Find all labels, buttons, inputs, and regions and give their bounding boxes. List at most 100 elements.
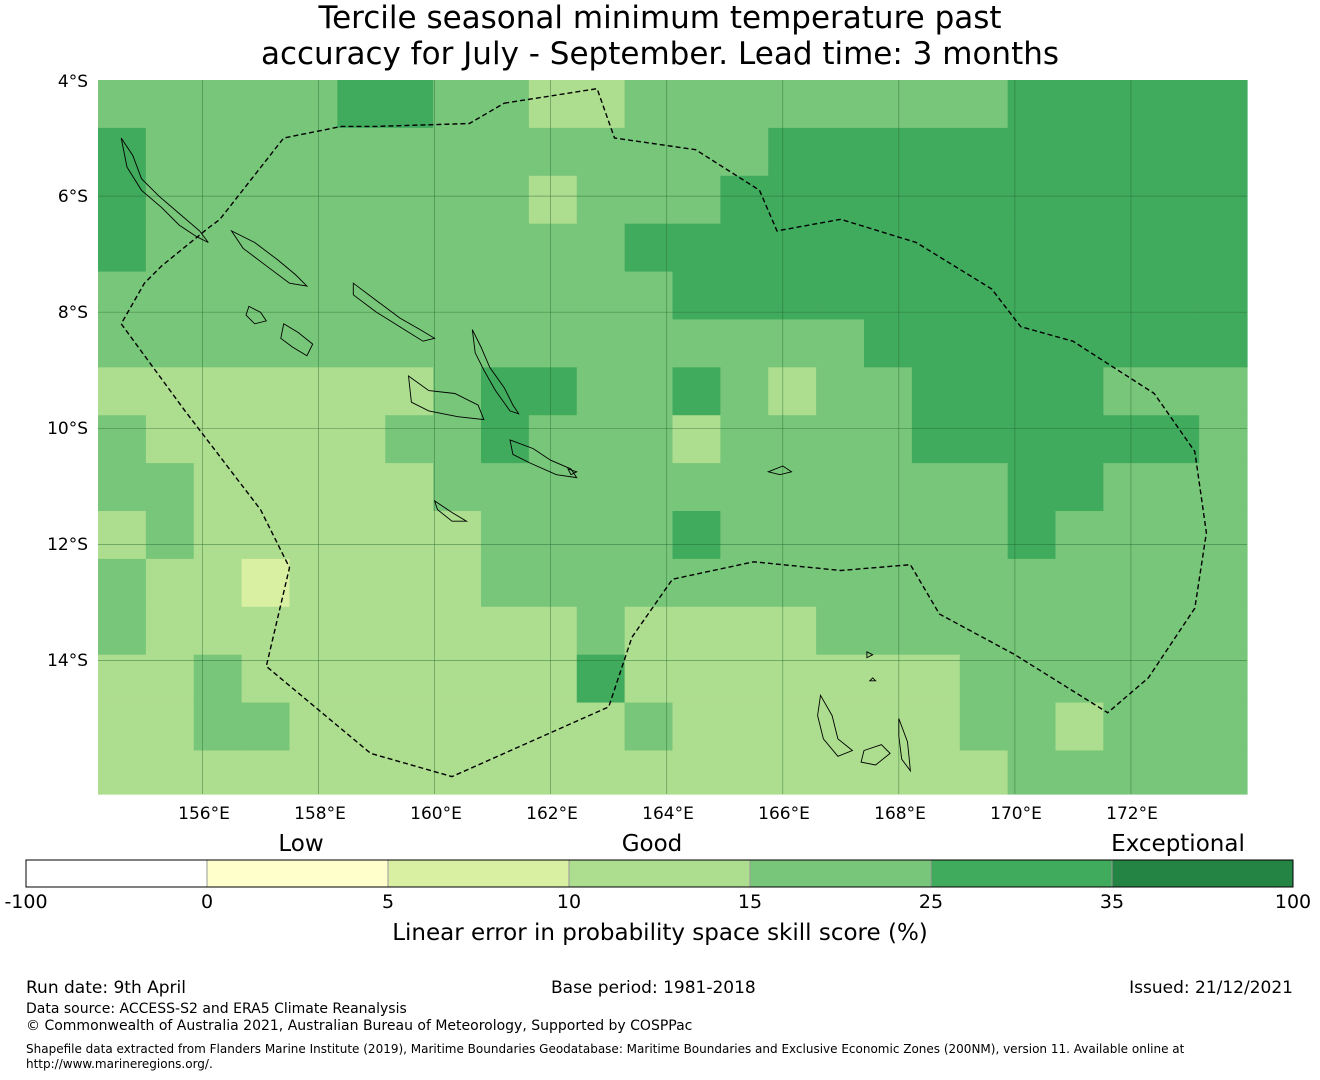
skill-cell xyxy=(959,511,1009,560)
skill-cell xyxy=(337,415,386,464)
skill-cell xyxy=(1151,558,1200,608)
skill-cell xyxy=(481,702,530,752)
colorbar-tick: 100 xyxy=(1275,891,1311,913)
category-label-exceptional: Exceptional xyxy=(1111,831,1245,857)
skill-cell xyxy=(337,606,386,656)
lat-label: 10°S xyxy=(47,419,88,439)
skill-cell xyxy=(98,511,147,560)
skill-cell xyxy=(433,127,482,177)
skill-cell xyxy=(481,127,530,177)
skill-cell xyxy=(1103,654,1152,704)
latitude-labels: 4°S 6°S 8°S 10°S 12°S 14°S xyxy=(47,72,88,671)
skill-cell xyxy=(864,367,913,416)
colorbar-swatch xyxy=(749,859,932,888)
skill-cell xyxy=(768,415,817,464)
skill-cell xyxy=(576,702,626,752)
skill-cell xyxy=(768,319,817,368)
skill-cell xyxy=(289,463,338,512)
skill-cell xyxy=(337,223,386,273)
skill-cell xyxy=(98,80,147,129)
skill-cell xyxy=(241,367,291,416)
skill-cell xyxy=(720,367,769,416)
skill-cell xyxy=(624,750,674,795)
skill-cell xyxy=(481,463,530,512)
skill-cell xyxy=(1055,223,1104,273)
colorbar-swatch xyxy=(1111,859,1294,888)
skill-cell xyxy=(720,223,769,273)
skill-cell xyxy=(816,558,865,608)
skill-cell xyxy=(576,606,626,656)
skill-cell xyxy=(1055,702,1104,752)
skill-cell xyxy=(1103,606,1152,656)
skill-cell xyxy=(624,654,674,704)
skill-cell xyxy=(337,80,386,129)
skill-cell xyxy=(624,415,674,464)
skill-cell xyxy=(864,319,913,368)
skill-cell xyxy=(1151,223,1200,273)
eez-boundary xyxy=(120,87,1208,778)
skill-cell xyxy=(289,80,338,129)
skill-cell xyxy=(816,702,865,752)
island-outline xyxy=(230,229,309,287)
skill-cell xyxy=(337,654,386,704)
skill-cell xyxy=(959,367,1009,416)
lon-label: 158°E xyxy=(294,804,346,824)
skill-cell xyxy=(385,223,434,273)
skill-cell xyxy=(241,80,291,129)
island-outline xyxy=(567,468,578,476)
lon-label: 164°E xyxy=(642,804,694,824)
skill-cell xyxy=(1055,80,1104,129)
skill-cell xyxy=(385,319,434,368)
skill-cell xyxy=(98,127,147,177)
skill-cell xyxy=(289,558,338,608)
skill-cell xyxy=(1055,175,1104,225)
skill-cell xyxy=(1007,367,1057,416)
skill-cell xyxy=(98,750,147,795)
skill-cell xyxy=(481,175,530,225)
skill-cell xyxy=(624,702,674,752)
skill-cell xyxy=(672,223,721,273)
skill-cell xyxy=(672,127,721,177)
colorbar-ticks: -100 0 5 10 15 25 35 100 xyxy=(4,891,1311,913)
skill-cell xyxy=(720,319,769,368)
skill-cell xyxy=(624,558,674,608)
skill-cell xyxy=(576,511,626,560)
skill-cell xyxy=(911,750,961,795)
skill-cell xyxy=(145,415,195,464)
title-line-2: accuracy for July - September. Lead time… xyxy=(260,36,1060,72)
skill-cell xyxy=(911,223,961,273)
skill-cell xyxy=(528,702,578,752)
skill-cell xyxy=(720,558,769,608)
colorbar-tick: 25 xyxy=(919,891,943,913)
skill-cell xyxy=(720,463,769,512)
skill-cell xyxy=(289,367,338,416)
skill-cell xyxy=(98,319,147,368)
island-outline xyxy=(868,677,877,682)
skill-cell xyxy=(720,654,769,704)
colorbar-swatch xyxy=(568,859,751,888)
island-outline xyxy=(860,744,891,766)
skill-cell xyxy=(864,463,913,512)
skill-cell xyxy=(1103,319,1152,368)
skill-cell xyxy=(576,127,626,177)
skill-cell xyxy=(433,80,482,129)
skill-cell xyxy=(193,654,243,704)
skill-cell xyxy=(911,415,961,464)
skill-cell xyxy=(1103,415,1152,464)
lon-label: 160°E xyxy=(410,804,462,824)
skill-cell xyxy=(959,654,1009,704)
skill-cell xyxy=(720,415,769,464)
skill-cell xyxy=(864,80,913,129)
skill-cell xyxy=(528,223,578,273)
skill-cell xyxy=(145,319,195,368)
skill-cell xyxy=(768,606,817,656)
skill-cell xyxy=(433,558,482,608)
skill-cell xyxy=(1103,463,1152,512)
skill-cell xyxy=(1055,415,1104,464)
skill-cell xyxy=(1151,127,1200,177)
skill-cell xyxy=(98,558,147,608)
skill-cell xyxy=(1055,367,1104,416)
skill-cell xyxy=(720,80,769,129)
